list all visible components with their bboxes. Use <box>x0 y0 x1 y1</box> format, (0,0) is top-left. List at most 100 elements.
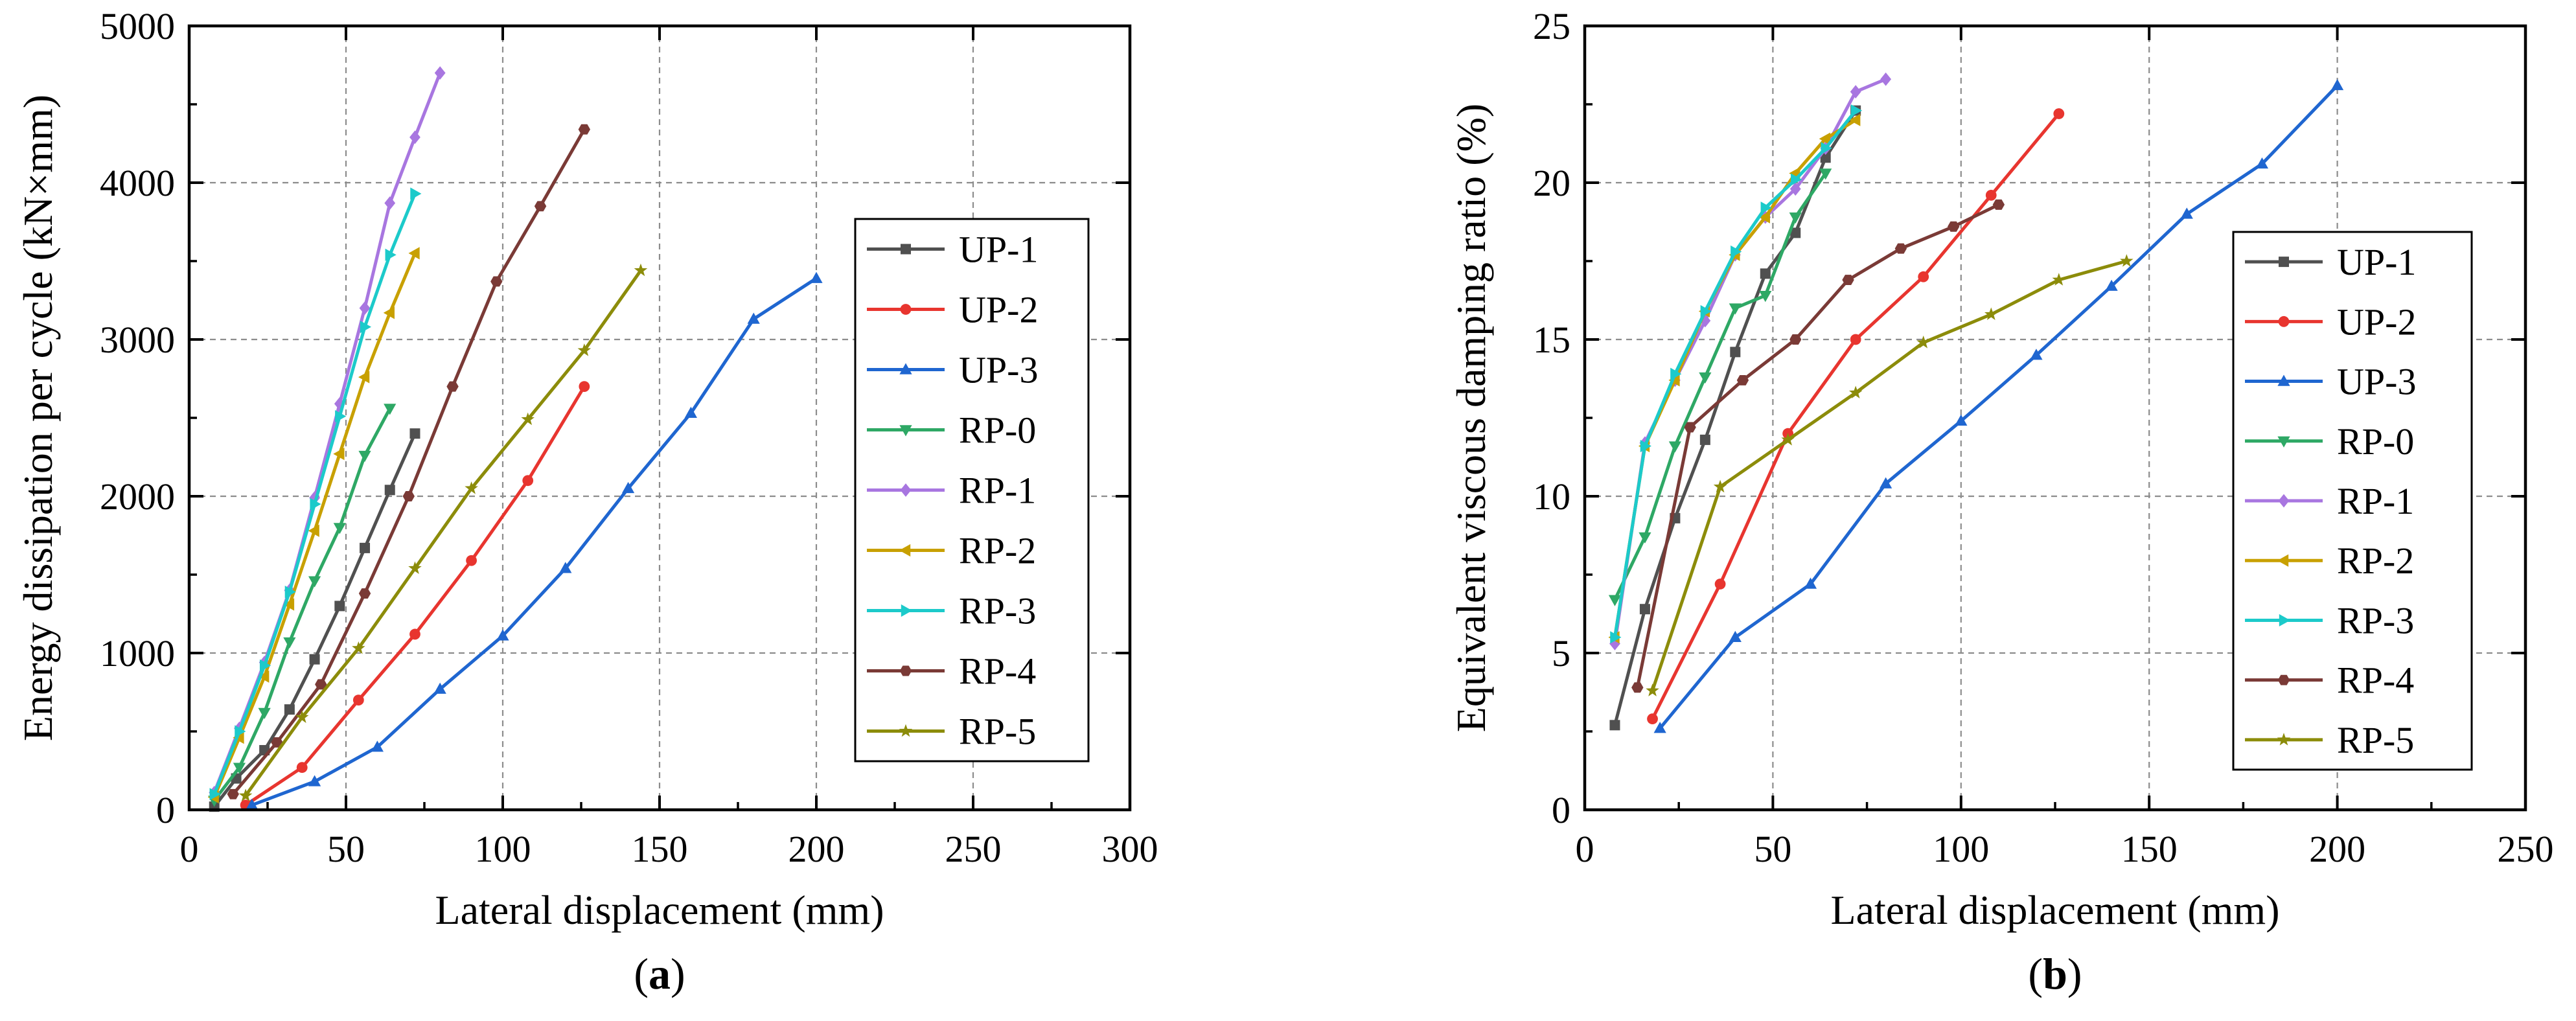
series-up-3 <box>246 271 823 810</box>
legend-label: UP-2 <box>959 289 1038 331</box>
legend-label: RP-1 <box>2337 480 2414 522</box>
legend-entry-up-1: UP-1 <box>2245 241 2416 283</box>
data-point <box>622 481 635 494</box>
x-tick-label: 0 <box>180 828 199 870</box>
data-point <box>1819 132 1830 145</box>
data-point <box>559 562 572 573</box>
data-point <box>1850 334 1861 345</box>
data-point <box>1699 372 1712 384</box>
y-tick-label: 2000 <box>100 476 175 518</box>
data-point <box>1610 631 1622 644</box>
data-point <box>209 788 221 801</box>
data-point <box>1714 579 1726 590</box>
y-tick-label: 5000 <box>100 5 175 47</box>
data-point <box>409 628 420 640</box>
data-point <box>1947 221 1960 232</box>
legend-swatch-marker <box>2277 733 2291 746</box>
legend-swatch-marker <box>2277 674 2290 685</box>
legend-swatch-marker <box>2278 315 2290 327</box>
legend-label: RP-0 <box>959 409 1036 452</box>
data-point <box>352 641 365 654</box>
y-tick-label: 0 <box>156 789 175 831</box>
legend-swatch-marker <box>899 363 912 374</box>
legend-entry-rp-3: RP-3 <box>867 590 1036 632</box>
data-point <box>1850 85 1861 99</box>
series-line <box>1659 84 2339 729</box>
legend-a: UP-1 UP-2 UP-3 RP-0 RP-1 RP-2 RP-3 RP-4 RP-5 <box>854 218 1090 763</box>
legend-entry-rp-5: RP-5 <box>867 711 1036 753</box>
series-up-3 <box>1653 78 2344 733</box>
x-tick-label: 100 <box>1933 828 1989 870</box>
x-tick-label: 250 <box>2498 828 2554 870</box>
data-point <box>1700 304 1712 318</box>
legend-entry-rp-1: RP-1 <box>867 470 1036 512</box>
legend-entry-up-3: UP-3 <box>2245 361 2416 403</box>
data-point <box>1646 683 1659 696</box>
data-point <box>360 321 372 334</box>
series-rp-5 <box>238 263 648 801</box>
data-point <box>1609 720 1620 731</box>
data-point <box>2053 108 2065 119</box>
y-tick-label: 3000 <box>100 319 175 361</box>
data-point <box>1736 374 1749 385</box>
legend-swatch-marker <box>901 604 912 617</box>
data-point <box>1760 268 1771 279</box>
legend-swatch-marker <box>2277 554 2289 567</box>
legend-entry-rp-0: RP-0 <box>867 409 1036 452</box>
x-axis-label-b: Lateral displacement (mm) <box>1830 887 2279 933</box>
data-point <box>308 576 321 588</box>
data-point <box>1789 334 1802 345</box>
data-point <box>1647 713 1658 725</box>
data-point <box>1789 212 1802 224</box>
data-point <box>747 312 760 324</box>
legend-label: UP-1 <box>959 229 1038 271</box>
data-point <box>384 404 397 415</box>
legend-swatch-marker <box>899 724 913 737</box>
data-point <box>1894 243 1907 254</box>
data-point <box>259 659 271 672</box>
data-point <box>1713 479 1727 493</box>
legend-label: UP-3 <box>959 349 1038 391</box>
series-layer-b <box>1608 72 2344 733</box>
legend-label: RP-5 <box>2337 719 2414 761</box>
series-line <box>231 128 586 796</box>
data-point <box>1670 367 1682 380</box>
data-point <box>310 498 321 510</box>
data-point <box>315 679 327 690</box>
data-point <box>2180 207 2193 219</box>
data-point <box>1668 441 1681 453</box>
data-point <box>235 725 246 738</box>
data-point <box>1790 227 1801 238</box>
data-point <box>1640 439 1651 453</box>
series-line <box>1635 203 1999 688</box>
legend-label: RP-4 <box>2337 660 2414 702</box>
data-point <box>284 704 295 715</box>
data-point <box>1850 104 1863 117</box>
legend-label: RP-2 <box>2337 540 2414 582</box>
series-rp-1 <box>1609 72 1892 650</box>
legend-entry-rp-1: RP-1 <box>2245 480 2414 522</box>
data-point <box>1880 477 1892 488</box>
ticks-b: 0 50 100 150 200 250 0 5 10 15 20 25 <box>1533 5 2554 870</box>
legend-swatch-marker <box>2279 614 2290 627</box>
x-tick-label: 200 <box>788 828 845 870</box>
data-point <box>1985 189 1997 201</box>
data-point <box>258 707 271 719</box>
x-tick-label: 250 <box>945 828 1002 870</box>
data-point <box>308 524 319 537</box>
panel-letter-b: b <box>2043 949 2067 998</box>
data-point <box>335 409 347 423</box>
data-point <box>1849 113 1861 126</box>
data-point <box>408 247 420 260</box>
series-rp-0 <box>1608 168 1832 606</box>
data-point <box>233 763 246 774</box>
data-point <box>1729 630 1742 642</box>
data-point <box>1821 142 1832 155</box>
data-point <box>402 491 415 501</box>
data-point <box>1992 199 2005 210</box>
data-point <box>271 737 283 748</box>
panel-caption-b: (b) <box>2028 949 2082 998</box>
data-point <box>227 788 239 799</box>
data-point <box>308 775 321 786</box>
